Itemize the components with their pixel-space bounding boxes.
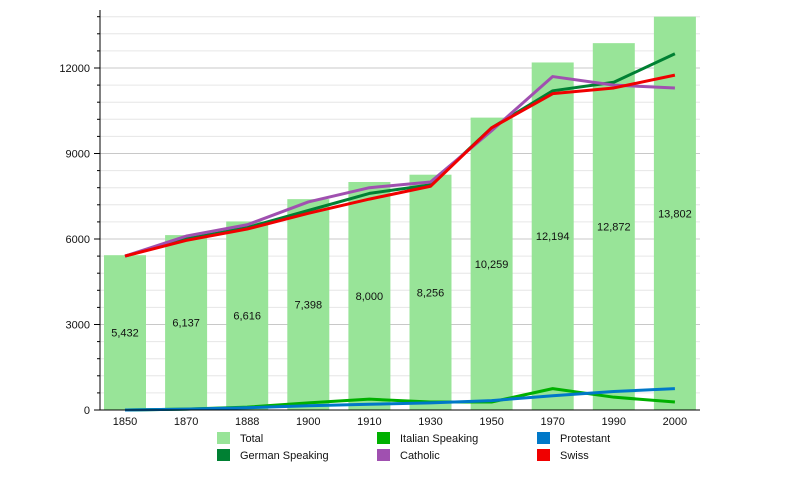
bar-data-label: 12,194: [536, 231, 570, 243]
bar-total: [104, 255, 146, 410]
bar-total: [592, 43, 635, 410]
legend-swatch: [217, 432, 230, 444]
bar-data-label: 8,000: [356, 291, 384, 303]
series-line-protestant: [124, 387, 675, 412]
x-tick-label: 1990: [602, 416, 626, 428]
legend-label: Swiss: [560, 450, 589, 462]
bar-total: [287, 199, 330, 410]
bar-total: [409, 174, 452, 410]
legend-swatch: [217, 449, 230, 461]
bar-data-label: 13,802: [658, 208, 692, 220]
bar-total: [226, 221, 269, 410]
y-tick-label: 3000: [66, 320, 90, 332]
x-tick-label: 1970: [540, 416, 564, 428]
y-tick-label: 12000: [59, 63, 90, 75]
bar-data-label: 8,256: [417, 287, 445, 299]
legend-swatch: [537, 449, 550, 461]
bar-data-label: 6,616: [233, 311, 261, 323]
y-tick-label: 0: [84, 405, 90, 417]
bar-total: [470, 117, 513, 410]
x-tick-label: 1888: [235, 416, 259, 428]
bar-data-label: 10,259: [475, 259, 509, 271]
bar-total: [531, 62, 574, 410]
bar-total: [348, 182, 391, 410]
legend-label: Protestant: [560, 433, 610, 445]
bar-data-label: 12,872: [597, 222, 631, 234]
x-tick-label: 1910: [357, 416, 381, 428]
x-tick-label: 1950: [479, 416, 503, 428]
bar-total: [165, 235, 208, 410]
y-tick-label: 6000: [66, 234, 90, 246]
x-tick-label: 1850: [113, 416, 137, 428]
x-tick-label: 1870: [174, 416, 198, 428]
legend-label: Italian Speaking: [400, 433, 478, 445]
legend-swatch: [377, 449, 390, 461]
x-tick-label: 1930: [418, 416, 442, 428]
legend-swatch: [377, 432, 390, 444]
series-line-swiss: [124, 73, 676, 258]
x-tick-label: 1900: [296, 416, 320, 428]
bar-data-label: 6,137: [172, 318, 200, 330]
legend-swatch: [537, 432, 550, 444]
bar-total: [653, 16, 696, 410]
bar-data-label: 7,398: [295, 300, 323, 312]
bar-data-label: 5,432: [111, 328, 139, 340]
y-tick-label: 9000: [66, 149, 90, 161]
series-line-german-speaking: [124, 52, 676, 258]
series-line-catholic: [124, 75, 675, 258]
legend-label: German Speaking: [240, 450, 329, 462]
legend-label: Total: [240, 433, 263, 445]
x-tick-label: 2000: [663, 416, 687, 428]
legend-label: Catholic: [400, 450, 440, 462]
